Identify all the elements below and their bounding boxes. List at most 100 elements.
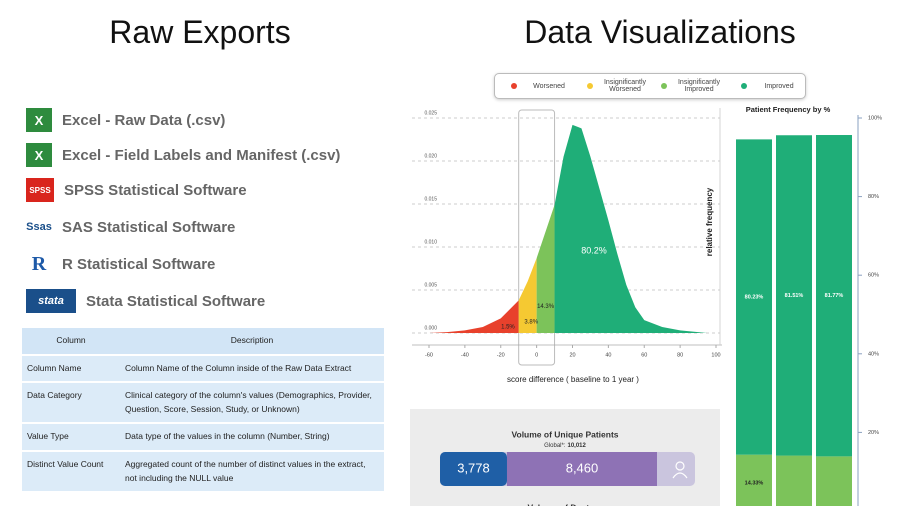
y-tick-label: 100% <box>868 115 882 121</box>
next-widget-title: Volume of Doctors <box>528 502 603 506</box>
export-label: Excel - Raw Data (.csv) <box>62 111 226 129</box>
bar-value-label: 80.23% <box>745 294 764 300</box>
legend-label: Insignificantly Improved <box>677 79 721 93</box>
density-area <box>536 204 555 333</box>
export-item: SPSS SPSS Statistical Software <box>26 178 247 202</box>
right-title: Data Visualizations <box>524 14 796 50</box>
left-title: Raw Exports <box>109 14 291 50</box>
x-tick-label: -40 <box>461 352 469 358</box>
zone-label: 3.8% <box>524 319 538 325</box>
y-tick-label: 20% <box>868 430 879 436</box>
bar-value-label: 81.77% <box>825 293 844 299</box>
table-header: Column Description <box>22 328 384 356</box>
y-tick-label: 0.005 <box>424 282 437 288</box>
export-icon: stata <box>26 289 76 313</box>
density-area <box>518 258 537 333</box>
y-tick-label: 60% <box>868 273 879 279</box>
volume-label: 8,460 <box>566 460 599 475</box>
table-row: Value Type Data type of the values in the… <box>22 423 384 452</box>
export-item: stata Stata Statistical Software <box>26 289 265 313</box>
volume-segment <box>506 452 657 486</box>
bar-segment <box>816 135 852 457</box>
legend: Worsened Insignificantly Worsened Insignif… <box>494 73 806 99</box>
export-icon: SPSS <box>26 178 54 202</box>
volume-segment <box>440 452 507 486</box>
global-line: Global*: 10,012 <box>544 443 586 449</box>
export-label: R Statistical Software <box>62 255 216 273</box>
zone-label: 80.2% <box>581 246 607 256</box>
density-area <box>554 124 708 333</box>
export-label: Excel - Field Labels and Manifest (.csv) <box>62 146 341 164</box>
header-cell: Description <box>120 328 384 356</box>
table-row: Column Name Column Name of the Column ins… <box>22 354 384 384</box>
legend-label: Improved <box>764 82 794 90</box>
widget-title: Volume of Unique Patients <box>511 429 618 439</box>
x-tick-label: -60 <box>425 352 433 358</box>
export-label: SPSS Statistical Software <box>64 181 247 199</box>
x-tick-label: 60 <box>641 352 647 358</box>
export-icon: Ssas <box>26 221 52 233</box>
y-tick-label: 0.025 <box>424 110 437 116</box>
x-tick-label: 100 <box>711 352 720 358</box>
export-item: R R Statistical Software <box>26 252 216 276</box>
legend-swatch <box>587 83 593 89</box>
y-axis-label: relative frequency <box>705 187 714 256</box>
legend-label: Insignificantly Worsened <box>603 79 647 93</box>
x-tick-label: 20 <box>569 352 575 358</box>
density-area <box>429 300 519 333</box>
people-icon <box>672 472 688 479</box>
export-item: Ssas SAS Statistical Software <box>26 215 235 239</box>
legend-item: Worsened <box>511 78 581 94</box>
bar-segment <box>776 455 812 506</box>
table-cell: Column Name of the Column inside of the … <box>120 354 384 384</box>
table-cell: Distinct Value Count <box>22 450 120 494</box>
legend-item: Improved <box>741 78 811 94</box>
bar-value-label: 81.51% <box>785 293 804 299</box>
table-cell: Data Category <box>22 382 120 425</box>
legend-label: Worsened <box>533 82 565 90</box>
y-tick-label: 80% <box>868 194 879 200</box>
y-tick-label: 40% <box>868 351 879 357</box>
zone-label: 14.3% <box>537 304 555 310</box>
export-item: X Excel - Field Labels and Manifest (.csv… <box>26 143 340 167</box>
x-tick-label: -20 <box>497 352 505 358</box>
table-cell: Clinical category of the column's values… <box>120 382 384 425</box>
bar-segment <box>816 456 852 506</box>
global-label: Global*: <box>544 443 566 449</box>
export-label: SAS Statistical Software <box>62 218 236 236</box>
y-tick-label: 0.015 <box>424 196 437 202</box>
legend-item: Insignificantly Improved <box>661 78 731 94</box>
export-icon: X <box>26 143 52 167</box>
table-cell: Value Type <box>22 423 120 452</box>
bar-segment <box>776 135 812 456</box>
bar-segment <box>736 454 772 506</box>
legend-swatch <box>661 83 667 89</box>
volume-label: 3,778 <box>457 460 490 475</box>
legend-item: Insignificantly Worsened <box>587 78 657 94</box>
y-tick-label: 0.010 <box>424 239 437 245</box>
export-icon: R <box>31 252 47 275</box>
legend-swatch <box>511 83 517 89</box>
export-label: Stata Statistical Software <box>86 292 266 310</box>
table-row: Data Category Clinical category of the co… <box>22 382 384 425</box>
people-icon <box>675 461 685 471</box>
y-tick-label: 0.020 <box>424 153 437 159</box>
x-axis-label: score difference ( baseline to 1 year ) <box>507 375 639 384</box>
header-cell: Column <box>22 328 120 356</box>
x-tick-label: 0 <box>535 352 538 358</box>
column-table: Column Description Column Name Column Name … <box>22 328 384 494</box>
table-cell: Column Name <box>22 354 120 384</box>
export-icon: X <box>26 108 52 132</box>
chart-title: Patient Frequency by % <box>746 105 831 114</box>
export-item: X Excel - Raw Data (.csv) <box>26 108 225 132</box>
legend-swatch <box>741 83 747 89</box>
bar-value-label: 14.33% <box>745 480 764 486</box>
table-body: Column Name Column Name of the Column ins… <box>22 354 384 494</box>
y-tick-label: 0.000 <box>424 325 437 331</box>
bar-segment <box>736 139 772 455</box>
table-cell: Data type of the values in the column (N… <box>120 423 384 452</box>
zone-label: 1.5% <box>501 325 515 331</box>
table-cell: Aggregated count of the number of distin… <box>120 450 384 494</box>
